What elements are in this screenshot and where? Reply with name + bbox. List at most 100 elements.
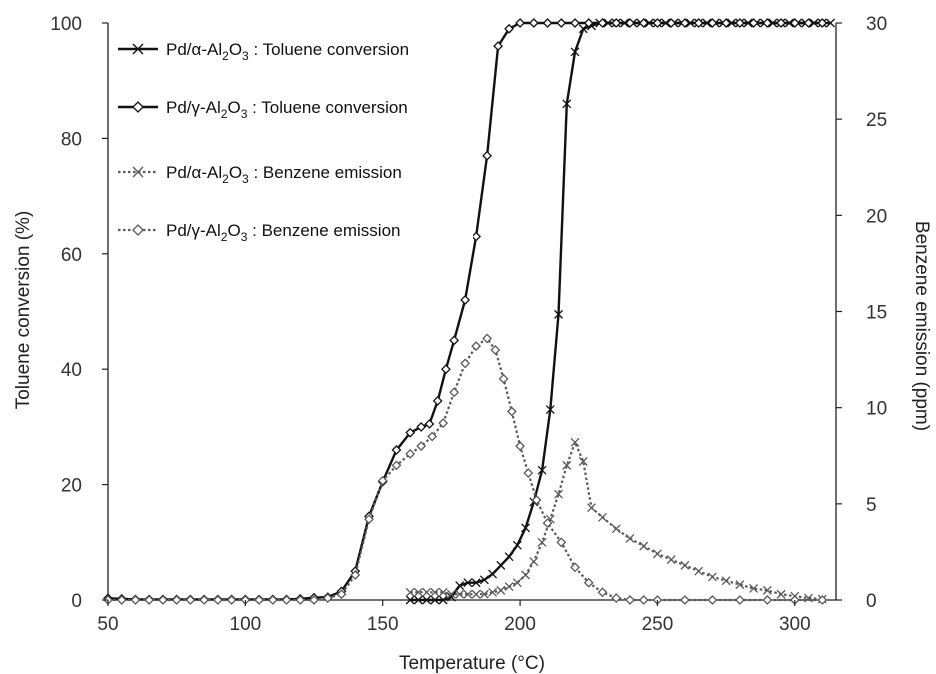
series-4-point <box>515 441 525 452</box>
series-3-point <box>430 587 440 597</box>
series-1-point <box>430 595 440 605</box>
series-2-point <box>449 335 460 346</box>
legend-marker <box>132 101 144 113</box>
series-4-line <box>108 337 823 602</box>
series-3-point <box>639 541 649 551</box>
x-marker-stroke <box>554 309 563 319</box>
x-tick-label: 50 <box>97 614 118 635</box>
series-4-point <box>679 595 690 605</box>
y2-axis-title: Benzene emission (ppm) <box>911 221 932 431</box>
series-4-point <box>116 595 127 605</box>
series-3-point <box>625 533 635 543</box>
series-1-point <box>413 595 423 605</box>
series-4-point <box>638 595 649 605</box>
series-4-point <box>625 595 635 605</box>
x-marker-stroke <box>405 587 415 597</box>
x-marker-stroke <box>430 587 440 597</box>
series-3-point <box>479 589 489 599</box>
series-4-point <box>212 595 223 605</box>
series-2-point <box>440 364 451 375</box>
series-3-point <box>463 589 473 599</box>
series-1-point <box>578 24 588 34</box>
series-3-point <box>455 589 465 599</box>
y-tick-label: 0 <box>71 591 82 612</box>
series-4-point <box>542 518 553 528</box>
legend-item-1: Pd/α-Al2O3 : Toluene conversion <box>113 31 473 67</box>
series-2-point <box>625 18 635 28</box>
x-marker-stroke <box>504 552 514 562</box>
x-tick-label: 300 <box>779 614 811 635</box>
series-4-point <box>523 468 534 478</box>
x-marker-stroke <box>521 570 531 580</box>
legend-label-part: O <box>229 40 242 59</box>
legend: Pd/α-Al2O3 : Toluene conversion Pd/γ-Al2O… <box>113 31 473 248</box>
legend-item-2: Pd/γ-Al2O3 : Toluene conversion <box>113 89 473 125</box>
series-4-point <box>556 537 567 548</box>
series-1-point <box>521 523 531 533</box>
series-4-point <box>377 475 388 486</box>
x-marker-stroke <box>422 595 432 605</box>
series-1-point <box>455 581 465 591</box>
series-3-point <box>529 557 539 566</box>
legend-label: Pd/γ-Al2O3 : Benzene emission <box>166 221 401 244</box>
legend-label-part: O <box>227 98 240 117</box>
series-4-point <box>267 595 278 605</box>
series-1-point <box>471 578 481 588</box>
series-3-point <box>666 555 676 565</box>
x-marker-stroke <box>438 595 448 605</box>
series-2-point <box>493 41 504 51</box>
x-tick-label: 200 <box>504 614 536 635</box>
series-1-point <box>562 99 572 109</box>
series-1-point <box>438 595 448 605</box>
x-marker-stroke <box>639 541 649 551</box>
series-2-point <box>652 18 663 28</box>
x-marker-stroke <box>625 533 635 543</box>
series-3-point <box>570 437 580 447</box>
legend-item-3: Pd/α-Al2O3 : Benzene emission <box>113 154 473 190</box>
series-4-point <box>762 595 773 605</box>
series-4-point <box>336 589 347 600</box>
x-marker-stroke <box>405 595 415 605</box>
series-4-point <box>471 341 482 352</box>
x-marker-stroke <box>496 585 506 595</box>
x-marker-stroke <box>537 537 547 547</box>
series-3-point <box>521 570 531 580</box>
series-2-point <box>803 18 814 28</box>
legend-label-subscript: 2 <box>221 107 228 121</box>
series-4-point <box>309 595 319 605</box>
y-tick-label: 100 <box>50 14 82 35</box>
legend-label-subscript: 2 <box>222 49 229 63</box>
series-1-point <box>545 405 555 415</box>
series-3-point <box>496 585 506 595</box>
series-2-point <box>542 18 553 28</box>
y2-tick-label: 30 <box>866 14 887 35</box>
x-marker-stroke <box>570 47 580 57</box>
series-3-point <box>446 589 456 599</box>
x-marker-stroke <box>455 581 465 591</box>
x-tick-label: 100 <box>230 614 262 635</box>
series-2-point <box>416 421 427 432</box>
series-1-point <box>446 592 456 602</box>
series-2-point <box>583 18 594 28</box>
series-3-point <box>707 572 717 582</box>
y2-tick-label: 25 <box>866 110 887 131</box>
x-marker-stroke <box>762 585 772 595</box>
series-3-point <box>488 587 498 597</box>
x-marker-stroke <box>496 560 506 570</box>
series-2-point <box>504 23 515 34</box>
legend-label: Pd/α-Al2O3 : Toluene conversion <box>166 40 409 63</box>
x-marker-stroke <box>611 524 621 534</box>
series-1-point <box>826 18 835 28</box>
series-1-point <box>488 569 498 579</box>
series-3-point <box>776 589 786 599</box>
series-4-point <box>171 595 182 605</box>
y2-tick-label: 0 <box>866 591 877 612</box>
legend-label-subscript: 2 <box>222 172 229 186</box>
series-2-point <box>471 231 482 242</box>
series-4-point <box>817 595 828 605</box>
x-marker-stroke <box>488 569 498 579</box>
y2-tick-label: 20 <box>866 206 887 227</box>
x-marker-stroke <box>479 589 489 599</box>
x-marker-stroke <box>521 523 531 533</box>
series-4-point <box>611 593 622 603</box>
